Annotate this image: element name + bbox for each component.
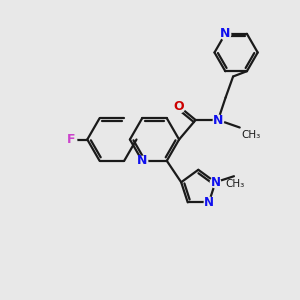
Text: CH₃: CH₃ bbox=[241, 130, 260, 140]
Text: F: F bbox=[67, 133, 75, 146]
Text: N: N bbox=[220, 27, 230, 40]
Text: N: N bbox=[137, 154, 147, 167]
Text: O: O bbox=[174, 100, 184, 113]
Text: N: N bbox=[210, 176, 220, 189]
Text: CH₃: CH₃ bbox=[225, 179, 244, 189]
Text: N: N bbox=[213, 113, 223, 127]
Text: N: N bbox=[204, 196, 214, 209]
